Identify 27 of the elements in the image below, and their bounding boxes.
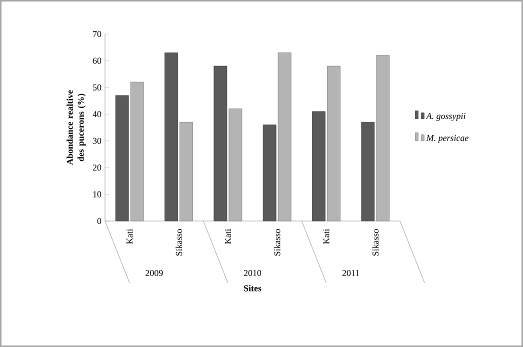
x-tick-label: Kati xyxy=(126,228,133,244)
x-tick-label: Sikasso xyxy=(372,229,379,256)
y-tick-label: 0 xyxy=(97,218,102,224)
x-axis-title: Sites xyxy=(244,285,262,292)
y-tick-label: 10 xyxy=(93,191,102,198)
legend-label: M. persicae xyxy=(426,134,468,143)
bar xyxy=(361,122,375,222)
x-tick-label: Sikasso xyxy=(176,229,182,256)
x-tick-label: Sikasso xyxy=(274,229,280,256)
x-tick-label: Kati xyxy=(224,228,231,244)
bar xyxy=(115,95,129,222)
text: 2011 xyxy=(342,270,360,276)
y-tick-label: 50 xyxy=(93,84,102,90)
text: 2009 xyxy=(146,270,163,276)
legend-label: A. gossypii xyxy=(426,113,466,121)
bar xyxy=(262,124,276,222)
y-tick-label: 30 xyxy=(92,138,102,144)
bar xyxy=(214,66,228,222)
y-tick-label: 20 xyxy=(92,164,102,171)
y-tick-label: 70 xyxy=(93,30,102,38)
text: 2010 xyxy=(244,270,262,276)
y-tick-label: 60 xyxy=(92,58,102,64)
y-tick-label: 40 xyxy=(92,111,102,118)
bar xyxy=(164,52,178,222)
bar xyxy=(312,111,326,222)
x-tick-label: Kati xyxy=(323,228,330,244)
y-axis-title: Abondance realtive des pucerons (%) xyxy=(66,90,86,165)
